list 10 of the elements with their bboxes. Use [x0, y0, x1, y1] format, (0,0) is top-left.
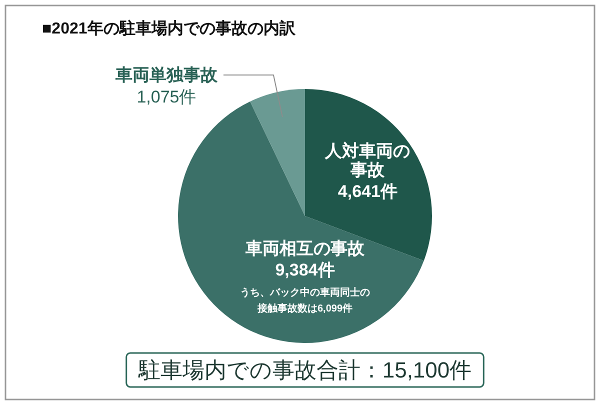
- text: うち、バック中の車両同士の接触事故数は6,099件: [240, 288, 370, 315]
- slice-label: 車両単独事故: [114, 66, 218, 84]
- pie-slice: [250, 89, 305, 216]
- text: 駐車場内での事故合計：15,100件: [137, 358, 472, 382]
- chart-title: ■2021年の駐車場内での事故の内訳: [42, 20, 296, 38]
- data-label: 9,384件: [275, 260, 335, 280]
- data-label: 1,075件: [136, 88, 196, 106]
- data-label: 4,641件: [338, 182, 398, 202]
- slice-label: 人対車両の事故: [324, 142, 410, 180]
- slice-label: 車両相互の事故: [244, 239, 366, 258]
